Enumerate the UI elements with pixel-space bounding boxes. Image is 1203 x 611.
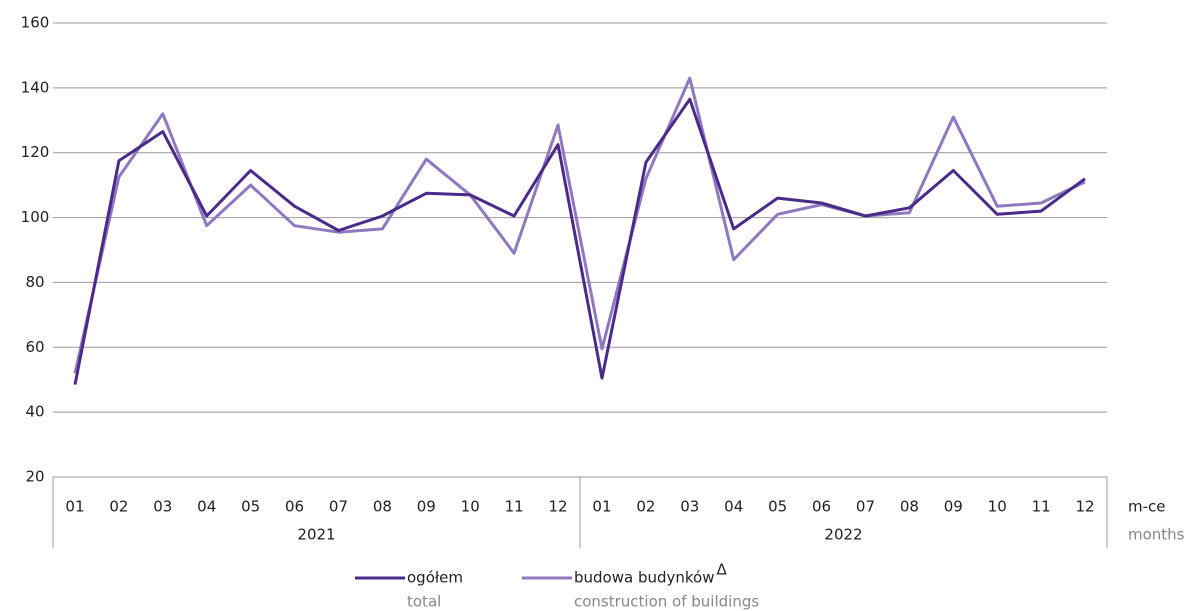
x-axis-label: m-ce xyxy=(1128,498,1166,516)
y-tick-label: 20 xyxy=(25,468,44,486)
x-axis-label-en: months xyxy=(1128,526,1185,544)
x-tick-label: 08 xyxy=(900,498,919,516)
series-line xyxy=(73,76,1086,374)
x-tick-label: 03 xyxy=(153,498,172,516)
x-tick-label: 02 xyxy=(636,498,655,516)
y-tick-label: 120 xyxy=(21,143,50,161)
x-tick-label: 07 xyxy=(329,498,348,516)
x-tick-label: 11 xyxy=(505,498,524,516)
x-tick-label: 09 xyxy=(944,498,963,516)
y-tick-label: 100 xyxy=(21,208,50,226)
legend-label: ogółem xyxy=(407,569,463,587)
x-tick-label: 10 xyxy=(461,498,480,516)
x-tick-label: 09 xyxy=(417,498,436,516)
x-tick-label: 01 xyxy=(592,498,611,516)
x-tick-label: 06 xyxy=(812,498,831,516)
y-tick-label: 80 xyxy=(25,273,44,291)
x-tick-label: 08 xyxy=(373,498,392,516)
legend-label-en: construction of buildings xyxy=(574,593,759,611)
x-tick-label: 01 xyxy=(65,498,84,516)
series-line xyxy=(73,97,1086,385)
x-group-label: 2022 xyxy=(824,526,862,544)
x-tick-label: 10 xyxy=(988,498,1007,516)
x-group-label: 2021 xyxy=(297,526,335,544)
x-tick-label: 04 xyxy=(724,498,743,516)
x-tick-label: 05 xyxy=(768,498,787,516)
legend-label-mark: Δ xyxy=(717,561,728,579)
y-tick-label: 60 xyxy=(25,338,44,356)
x-tick-label: 04 xyxy=(197,498,216,516)
x-tick-label: 06 xyxy=(285,498,304,516)
y-tick-label: 140 xyxy=(21,78,50,96)
legend-label: budowa budynków xyxy=(574,569,715,587)
y-tick-label: 40 xyxy=(25,403,44,421)
x-tick-label: 02 xyxy=(109,498,128,516)
y-tick-label: 160 xyxy=(21,14,50,32)
x-tick-label: 11 xyxy=(1032,498,1051,516)
x-tick-label: 05 xyxy=(241,498,260,516)
x-tick-label: 12 xyxy=(1075,498,1094,516)
legend-label-en: total xyxy=(407,593,441,611)
x-tick-label: 07 xyxy=(856,498,875,516)
x-tick-label: 12 xyxy=(548,498,567,516)
x-tick-label: 03 xyxy=(680,498,699,516)
